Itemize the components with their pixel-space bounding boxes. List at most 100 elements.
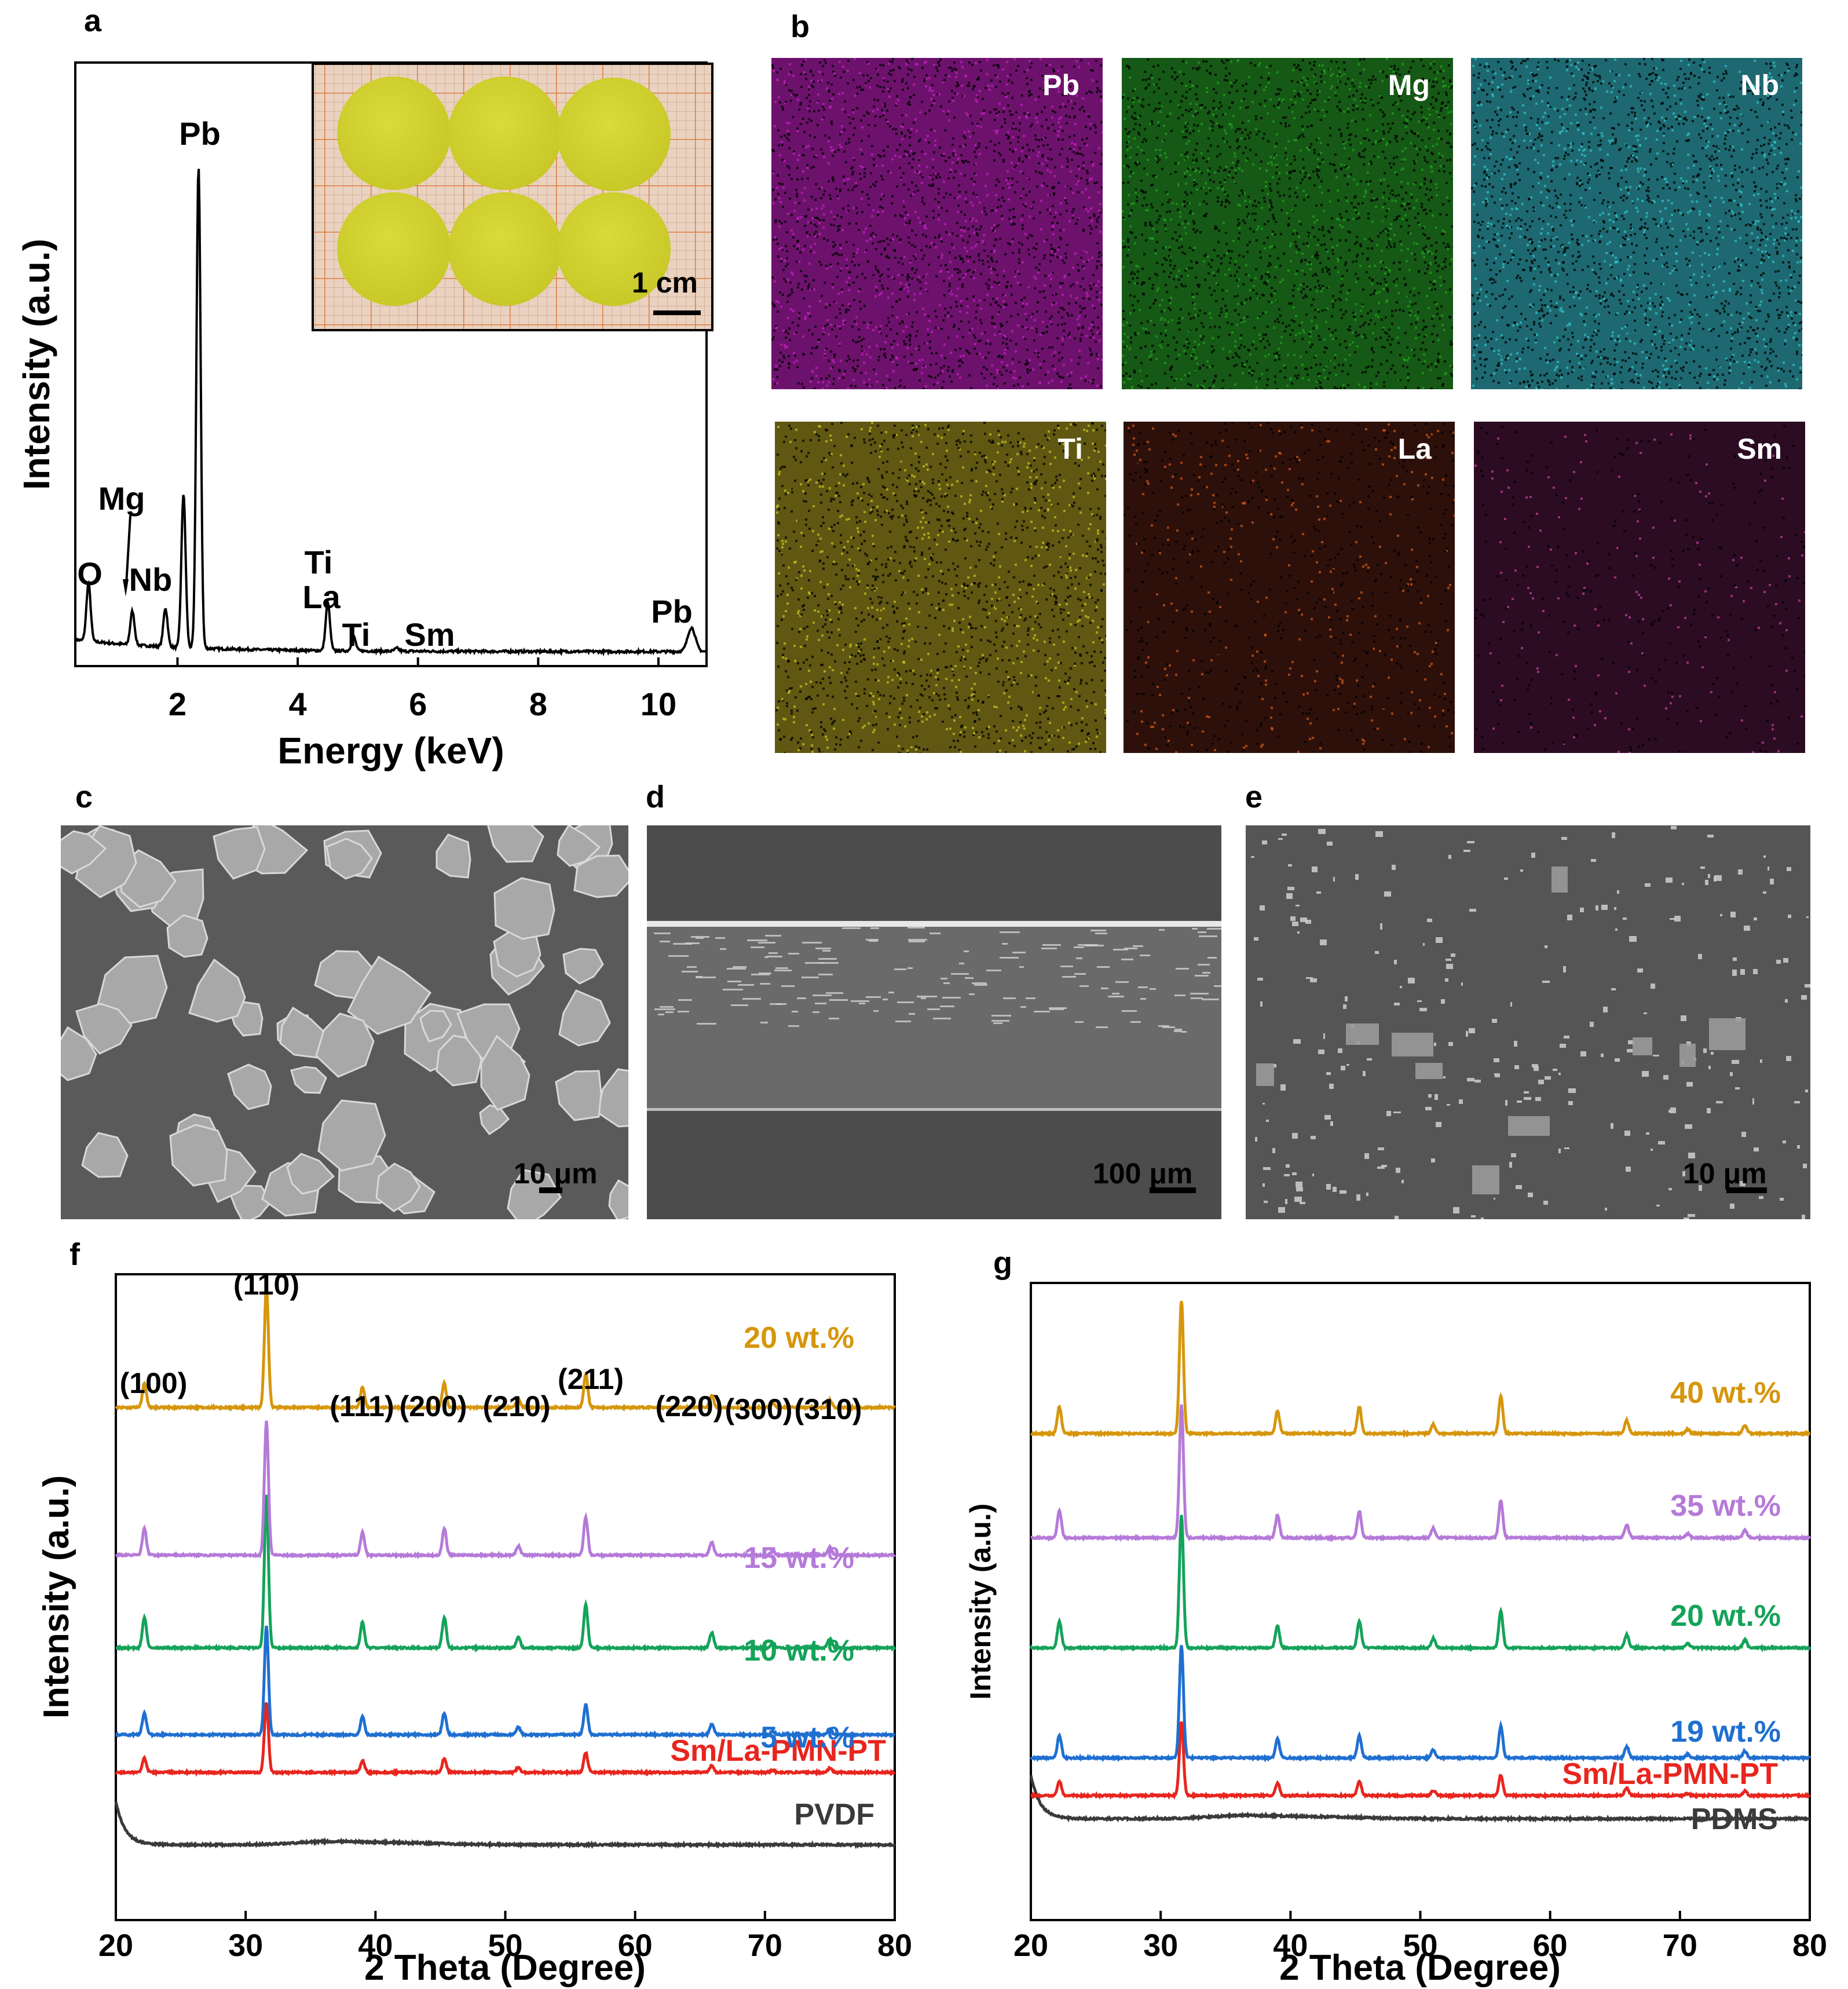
eds-map-label: Pb bbox=[1042, 69, 1079, 101]
eds-x-tick-label: 2 bbox=[169, 686, 186, 722]
xrd-x-tick-label: 30 bbox=[1143, 1928, 1178, 1963]
sem-image-powder: 10 μm bbox=[61, 825, 628, 1219]
eds-peak-label: Sm bbox=[404, 616, 455, 653]
xrd-series-line bbox=[115, 1625, 895, 1739]
eds-x-tick-label: 4 bbox=[289, 686, 307, 722]
eds-map-label: Mg bbox=[1388, 69, 1430, 101]
xrd-series-line bbox=[1029, 1645, 1812, 1763]
xrd-chart-pvdf: PVDF Sm/La-PMN-PT5 wt.% 10 wt.% 15 wt.% 20 w… bbox=[36, 1268, 912, 1988]
panel-letter-f: f bbox=[69, 1237, 80, 1272]
eds-map-la: La bbox=[1124, 422, 1455, 753]
inset-photo-ceramic-discs: 1 cm bbox=[312, 63, 713, 331]
eds-y-axis-label: Intensity (a.u.) bbox=[16, 239, 57, 490]
eds-map-ti: Ti bbox=[775, 422, 1106, 753]
eds-peak-label: Nb bbox=[129, 561, 173, 598]
panel-letter-e: e bbox=[1245, 780, 1263, 814]
xrd-x-tick-label: 50 bbox=[488, 1928, 522, 1963]
sem-d-scale-label: 100 μm bbox=[1093, 1157, 1193, 1190]
hkl-label: (220) bbox=[656, 1390, 723, 1423]
xrd-x-tick-label: 60 bbox=[618, 1928, 653, 1963]
sem-c-scale-bar bbox=[539, 1187, 562, 1193]
xrd-series-line bbox=[115, 1494, 896, 1653]
sem-image-film-cross-section: 100 μm bbox=[647, 825, 1221, 1219]
xrd-series-line bbox=[1029, 1775, 1810, 1823]
panel-letter-a: a bbox=[84, 3, 102, 38]
panel-letter-g: g bbox=[993, 1246, 1012, 1281]
eds-peak-label: Mg bbox=[98, 480, 145, 517]
xrd-series-line bbox=[1030, 1721, 1811, 1800]
eds-map-mg: Mg bbox=[1122, 58, 1453, 389]
xrd-series-line bbox=[1030, 1404, 1812, 1542]
xrd-x-tick-label: 40 bbox=[1273, 1928, 1308, 1963]
hkl-label: (300) bbox=[725, 1393, 793, 1425]
xrd-series-label: 10 wt.% bbox=[744, 1634, 854, 1668]
eds-map-sm: Sm bbox=[1474, 422, 1805, 753]
hkl-label: (310) bbox=[795, 1393, 862, 1425]
xrd-series-line bbox=[114, 1801, 896, 1849]
eds-x-tick-label: 10 bbox=[641, 686, 676, 722]
eds-x-tick-label: 6 bbox=[409, 686, 427, 722]
eds-peak-label: Ti bbox=[305, 544, 333, 580]
xrd-x-tick-label: 60 bbox=[1533, 1928, 1568, 1963]
eds-trace bbox=[74, 169, 708, 657]
xrd-x-tick-label: 40 bbox=[358, 1928, 393, 1963]
inset-scale-label: 1 cm bbox=[632, 266, 698, 299]
eds-map-nb: Nb bbox=[1471, 58, 1802, 389]
eds-map-label: La bbox=[1397, 433, 1432, 465]
xrd-x-tick-label: 30 bbox=[228, 1928, 263, 1963]
hkl-label: (110) bbox=[233, 1268, 299, 1301]
eds-peak-label: Pb bbox=[179, 115, 221, 152]
eds-map-label: Nb bbox=[1740, 69, 1779, 101]
sem-c-scale-label: 10 μm bbox=[514, 1157, 598, 1190]
sem-image-film-surface: 10 μm bbox=[1246, 825, 1810, 1219]
xrd-series-label: 20 wt.% bbox=[1670, 1599, 1781, 1633]
eds-map-label: Sm bbox=[1737, 433, 1782, 465]
xrd-series-label: PVDF bbox=[794, 1798, 874, 1831]
panel-letter-d: d bbox=[646, 780, 665, 814]
eds-map-label: Ti bbox=[1057, 433, 1083, 465]
xrd-series-label: Sm/La-PMN-PT bbox=[1562, 1757, 1778, 1791]
eds-x-tick-label: 8 bbox=[529, 686, 547, 722]
xrd-series-label: 19 wt.% bbox=[1670, 1715, 1781, 1749]
xrd-f-x-axis-label: 2 Theta (Degree) bbox=[364, 1948, 646, 1988]
eds-peak-label: Pb bbox=[651, 593, 693, 630]
hkl-label: (200) bbox=[400, 1390, 467, 1423]
sem-e-scale-bar bbox=[1726, 1187, 1767, 1193]
sem-e-scale-label: 10 μm bbox=[1683, 1157, 1767, 1190]
panel-letter-c: c bbox=[75, 780, 93, 814]
xrd-series-line bbox=[115, 1420, 896, 1560]
eds-peak-label: Ti bbox=[342, 616, 371, 653]
hkl-label: (111) bbox=[330, 1390, 394, 1423]
xrd-series-line bbox=[1030, 1300, 1811, 1439]
sem-d-scale-bar bbox=[1150, 1187, 1196, 1193]
xrd-series-line bbox=[1029, 1515, 1812, 1652]
hkl-label: (100) bbox=[120, 1367, 188, 1399]
eds-x-axis-label: Energy (keV) bbox=[277, 730, 504, 772]
xrd-x-tick-label: 20 bbox=[98, 1928, 133, 1963]
xrd-x-tick-label: 80 bbox=[877, 1928, 912, 1963]
panel-letter-b: b bbox=[791, 9, 810, 44]
xrd-f-frame bbox=[115, 1273, 896, 1921]
mg-arrow bbox=[125, 515, 131, 586]
xrd-series-label: 5 wt.% bbox=[760, 1721, 854, 1754]
xrd-series-label: 15 wt.% bbox=[744, 1541, 854, 1575]
xrd-x-tick-label: 20 bbox=[1013, 1928, 1048, 1963]
xrd-x-tick-label: 50 bbox=[1403, 1928, 1437, 1963]
eds-peak-label: La bbox=[302, 579, 341, 615]
xrd-f-y-axis-label: Intensity (a.u.) bbox=[36, 1475, 76, 1719]
xrd-x-tick-label: 70 bbox=[1663, 1928, 1697, 1963]
xrd-series-line bbox=[115, 1702, 896, 1777]
xrd-series-label: 40 wt.% bbox=[1670, 1376, 1781, 1410]
xrd-chart-pdms: PDMS Sm/La-PMN-PT 19 wt.% 20 wt.% 35 wt.% 40 … bbox=[964, 1282, 1827, 1988]
xrd-g-y-axis-label: Intensity (a.u.) bbox=[964, 1504, 997, 1700]
xrd-series-line bbox=[115, 1285, 896, 1412]
eds-map-pb: Pb bbox=[771, 58, 1103, 389]
xrd-x-tick-label: 80 bbox=[1792, 1928, 1827, 1963]
xrd-series-label: Sm/La-PMN-PT bbox=[670, 1734, 886, 1768]
xrd-x-tick-label: 70 bbox=[748, 1928, 782, 1963]
xrd-series-label: 20 wt.% bbox=[744, 1321, 854, 1355]
hkl-label: (210) bbox=[483, 1390, 551, 1423]
mg-arrow-head bbox=[123, 579, 129, 597]
